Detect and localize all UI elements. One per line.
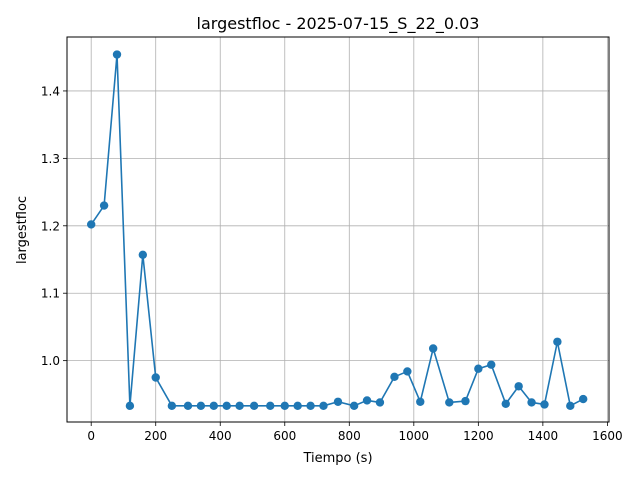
data-point <box>319 401 328 411</box>
x-tick-label: 1000 <box>399 429 430 443</box>
data-point <box>514 382 523 391</box>
data-series <box>86 50 588 411</box>
x-tick-label: 600 <box>273 429 296 443</box>
data-point <box>578 394 588 404</box>
chart-title: largestfloc - 2025-07-15_S_22_0.03 <box>197 14 480 34</box>
y-tick-label: 1.2 <box>41 219 60 233</box>
x-tick-label: 1600 <box>592 429 623 443</box>
data-point <box>333 397 343 406</box>
data-point <box>86 220 96 229</box>
data-point <box>553 337 562 346</box>
data-point <box>362 396 372 405</box>
data-point <box>487 360 496 369</box>
y-tick-label: 1.4 <box>41 84 60 98</box>
y-tick-label: 1.1 <box>41 287 60 301</box>
data-point <box>112 50 122 59</box>
data-point <box>99 201 109 210</box>
data-point <box>428 344 438 353</box>
data-point <box>445 398 454 407</box>
data-point <box>527 398 536 407</box>
data-point <box>125 401 135 411</box>
axis-ticks: 0 200 400 600 800 1000 1200 1400 1600 1.0 1.1 1.2 1.… <box>41 84 623 443</box>
data-point <box>501 399 510 408</box>
data-point <box>222 401 231 411</box>
data-point <box>566 401 575 411</box>
data-point <box>474 364 483 373</box>
data-point <box>151 373 160 382</box>
x-tick-label: 1400 <box>528 429 559 443</box>
data-point <box>416 397 425 406</box>
data-point <box>540 400 549 409</box>
y-tick-label: 1.0 <box>41 354 60 368</box>
data-point <box>293 401 302 411</box>
data-point <box>390 372 399 382</box>
data-point <box>280 401 289 411</box>
x-tick-label: 1200 <box>463 429 494 443</box>
x-tick-label: 400 <box>209 429 232 443</box>
data-point <box>167 401 177 411</box>
x-tick-label: 200 <box>144 429 167 443</box>
data-point <box>249 401 259 411</box>
y-axis-label: largestfloc <box>15 196 30 264</box>
data-point <box>306 401 315 411</box>
data-point <box>183 401 193 411</box>
data-point <box>235 401 244 411</box>
data-point <box>266 401 275 411</box>
data-point <box>461 396 470 406</box>
data-point <box>403 367 412 376</box>
plot-frame <box>66 36 610 423</box>
data-point <box>196 401 206 411</box>
x-tick-label: 0 <box>87 429 95 443</box>
data-point <box>138 250 148 259</box>
data-point <box>349 401 359 411</box>
x-axis-label: Tiempo (s) <box>302 451 372 466</box>
y-tick-label: 1.3 <box>41 152 60 166</box>
x-tick-label: 800 <box>338 429 361 443</box>
data-point <box>375 398 385 407</box>
data-point <box>209 401 218 411</box>
grid <box>67 37 609 422</box>
